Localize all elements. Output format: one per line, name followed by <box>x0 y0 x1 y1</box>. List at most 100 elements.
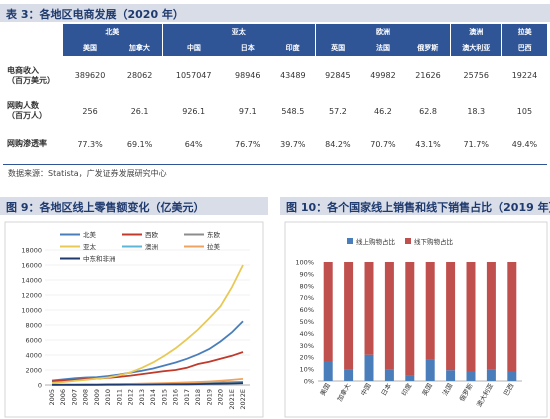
chart10-frame <box>284 221 548 418</box>
chart10-bar-offline <box>323 262 333 362</box>
chart9-x-tick-label: 2022E <box>239 389 247 410</box>
chart10-bar-online <box>446 370 456 381</box>
country-header: 印度 <box>270 40 316 58</box>
table-cell: 71.7% <box>463 139 489 149</box>
chart9-title-bar: 图 9：各地区线上零售额变化（亿美元） <box>0 197 268 215</box>
region-header: 亚太 <box>161 24 316 40</box>
chart10-x-tick-label: 加拿大 <box>335 381 353 403</box>
chart9-x-tick-label: 2015 <box>160 389 168 406</box>
chart10-legend-swatch <box>405 238 411 244</box>
chart10-bar-offline <box>486 262 496 370</box>
table-cell: 62.8 <box>419 106 437 116</box>
table-cell: 97.1 <box>238 106 257 116</box>
chart9-x-tick-label: 2019 <box>205 389 213 406</box>
chart10-bar-online <box>384 369 394 381</box>
table-cell: 49.4% <box>511 139 538 149</box>
chart9-y-tick-label: 16000 <box>21 262 42 270</box>
row-label: 网购渗透率 <box>7 139 47 148</box>
chart10-y-tick-label: 10% <box>300 366 314 374</box>
chart10-bar-online <box>344 369 354 381</box>
region-header: 澳洲 <box>450 24 502 40</box>
chart10-y-tick-label: 70% <box>300 294 314 302</box>
region-header: 北美 <box>63 24 163 40</box>
chart9-y-tick-label: 0 <box>38 382 42 390</box>
country-header: 澳大利亚 <box>450 40 502 58</box>
chart10-y-tick-label: 30% <box>300 342 314 350</box>
chart9-y-tick-label: 2000 <box>25 367 42 375</box>
chart9-x-tick-label: 2012 <box>127 389 135 406</box>
chart9-legend-label: 北美 <box>83 230 97 239</box>
chart9-y-tick-label: 14000 <box>21 277 42 285</box>
country-header-row: 美国 加拿大 中国 日本 印度 英国 法国 俄罗斯 澳大利亚 巴西 <box>3 40 547 58</box>
chart10-bar-online <box>364 354 374 381</box>
country-header: 美国 <box>63 40 118 58</box>
chart9-x-tick-label: 2020 <box>217 389 225 406</box>
table-cell: 92845 <box>325 71 351 80</box>
chart9-series-line <box>52 382 244 386</box>
chart10-legend-swatch <box>347 238 353 244</box>
chart10-x-tick-label: 巴西 <box>502 382 516 398</box>
chart9-x-tick-label: 2021E <box>228 389 236 410</box>
chart9-series-line <box>51 320 244 382</box>
table-cell: 70.7% <box>370 139 396 149</box>
chart9-x-tick-label: 2014 <box>149 389 157 406</box>
table-cell: 46.2 <box>374 106 392 116</box>
table-cell: 39.7% <box>280 139 306 149</box>
chart10-x-tick-label: 印度 <box>399 381 414 397</box>
chart10-x-tick-label: 法国 <box>440 382 454 398</box>
ecommerce-table: 北美 亚太 欧洲 澳洲 拉美 美国 加拿大 中国 日本 印度 英国 法国 俄罗斯… <box>3 24 547 159</box>
chart10-y-tick-label: 50% <box>300 318 314 326</box>
chart10-bar-online <box>507 371 517 381</box>
table-cell: 926.1 <box>182 106 206 116</box>
table-cell: 43489 <box>280 71 306 80</box>
region-header: 拉美 <box>501 24 547 40</box>
table-cell: 77.3% <box>77 139 103 149</box>
table-bottom-rule <box>3 164 547 165</box>
chart10-bar-offline <box>405 262 415 376</box>
chart9-x-tick-label: 2017 <box>183 389 191 406</box>
country-header: 加拿大 <box>117 40 163 58</box>
country-header: 日本 <box>225 40 271 58</box>
chart10-y-tick-label: 100% <box>295 259 314 267</box>
chart10-bar-online <box>405 375 415 381</box>
chart10-bar-offline <box>446 262 456 371</box>
chart9-legend-label: 拉美 <box>207 242 221 251</box>
table-cell: 76.7% <box>235 139 261 149</box>
chart9-title: 图 9：各地区线上零售额变化（亿美元） <box>6 201 205 214</box>
chart9-x-tick-label: 2009 <box>93 389 101 406</box>
chart10-bar-offline <box>466 262 476 372</box>
chart10-bar-online <box>466 371 476 381</box>
chart10-title-bar: 图 10：各个国家线上销售和线下销售占比（2019 年） <box>280 197 550 215</box>
chart9-y-tick-label: 8000 <box>25 322 42 330</box>
table-cell: 43.1% <box>415 139 441 149</box>
table-cell: 26.1 <box>130 106 149 116</box>
chart9-x-tick-label: 2007 <box>70 389 78 406</box>
chart10-y-tick-label: 80% <box>300 282 314 290</box>
chart9-y-tick-label: 10000 <box>21 307 42 315</box>
chart9-legend-label: 亚太 <box>83 242 97 251</box>
chart9-legend-label: 西欧 <box>145 230 159 239</box>
chart10-bar-online <box>425 359 435 381</box>
chart10-x-tick-label: 英国 <box>420 382 434 398</box>
chart10-y-tick-label: 90% <box>300 270 314 278</box>
table-cell: 21626 <box>415 71 441 80</box>
region-header-row: 北美 亚太 欧洲 澳洲 拉美 <box>3 24 547 40</box>
table-cell: 19224 <box>511 71 538 80</box>
chart10-title: 图 10：各个国家线上销售和线下销售占比（2019 年） <box>286 201 550 214</box>
table-cell: 98946 <box>235 71 261 80</box>
country-header: 英国 <box>314 40 361 58</box>
table-cell: 28062 <box>126 71 153 80</box>
chart9-x-tick-label: 2006 <box>59 389 67 406</box>
table-row: 网购人数 （百万人） 256 26.1 926.1 97.1 548.5 57.2… <box>3 93 547 129</box>
table-cell: 256 <box>82 106 98 116</box>
chart9-legend-label: 中东和非洲 <box>83 254 116 263</box>
chart9-x-tick-label: 2010 <box>104 389 112 406</box>
chart10-bar-online <box>486 369 496 381</box>
chart9-y-tick-label: 4000 <box>25 352 42 360</box>
chart10-bar-offline <box>425 262 435 360</box>
chart9-x-tick-label: 2005 <box>48 389 56 406</box>
table-source: 数据来源：Statista，广发证券发展研究中心 <box>8 169 167 178</box>
chart10-y-tick-label: 60% <box>300 306 314 314</box>
table-cell: 49982 <box>370 71 396 80</box>
